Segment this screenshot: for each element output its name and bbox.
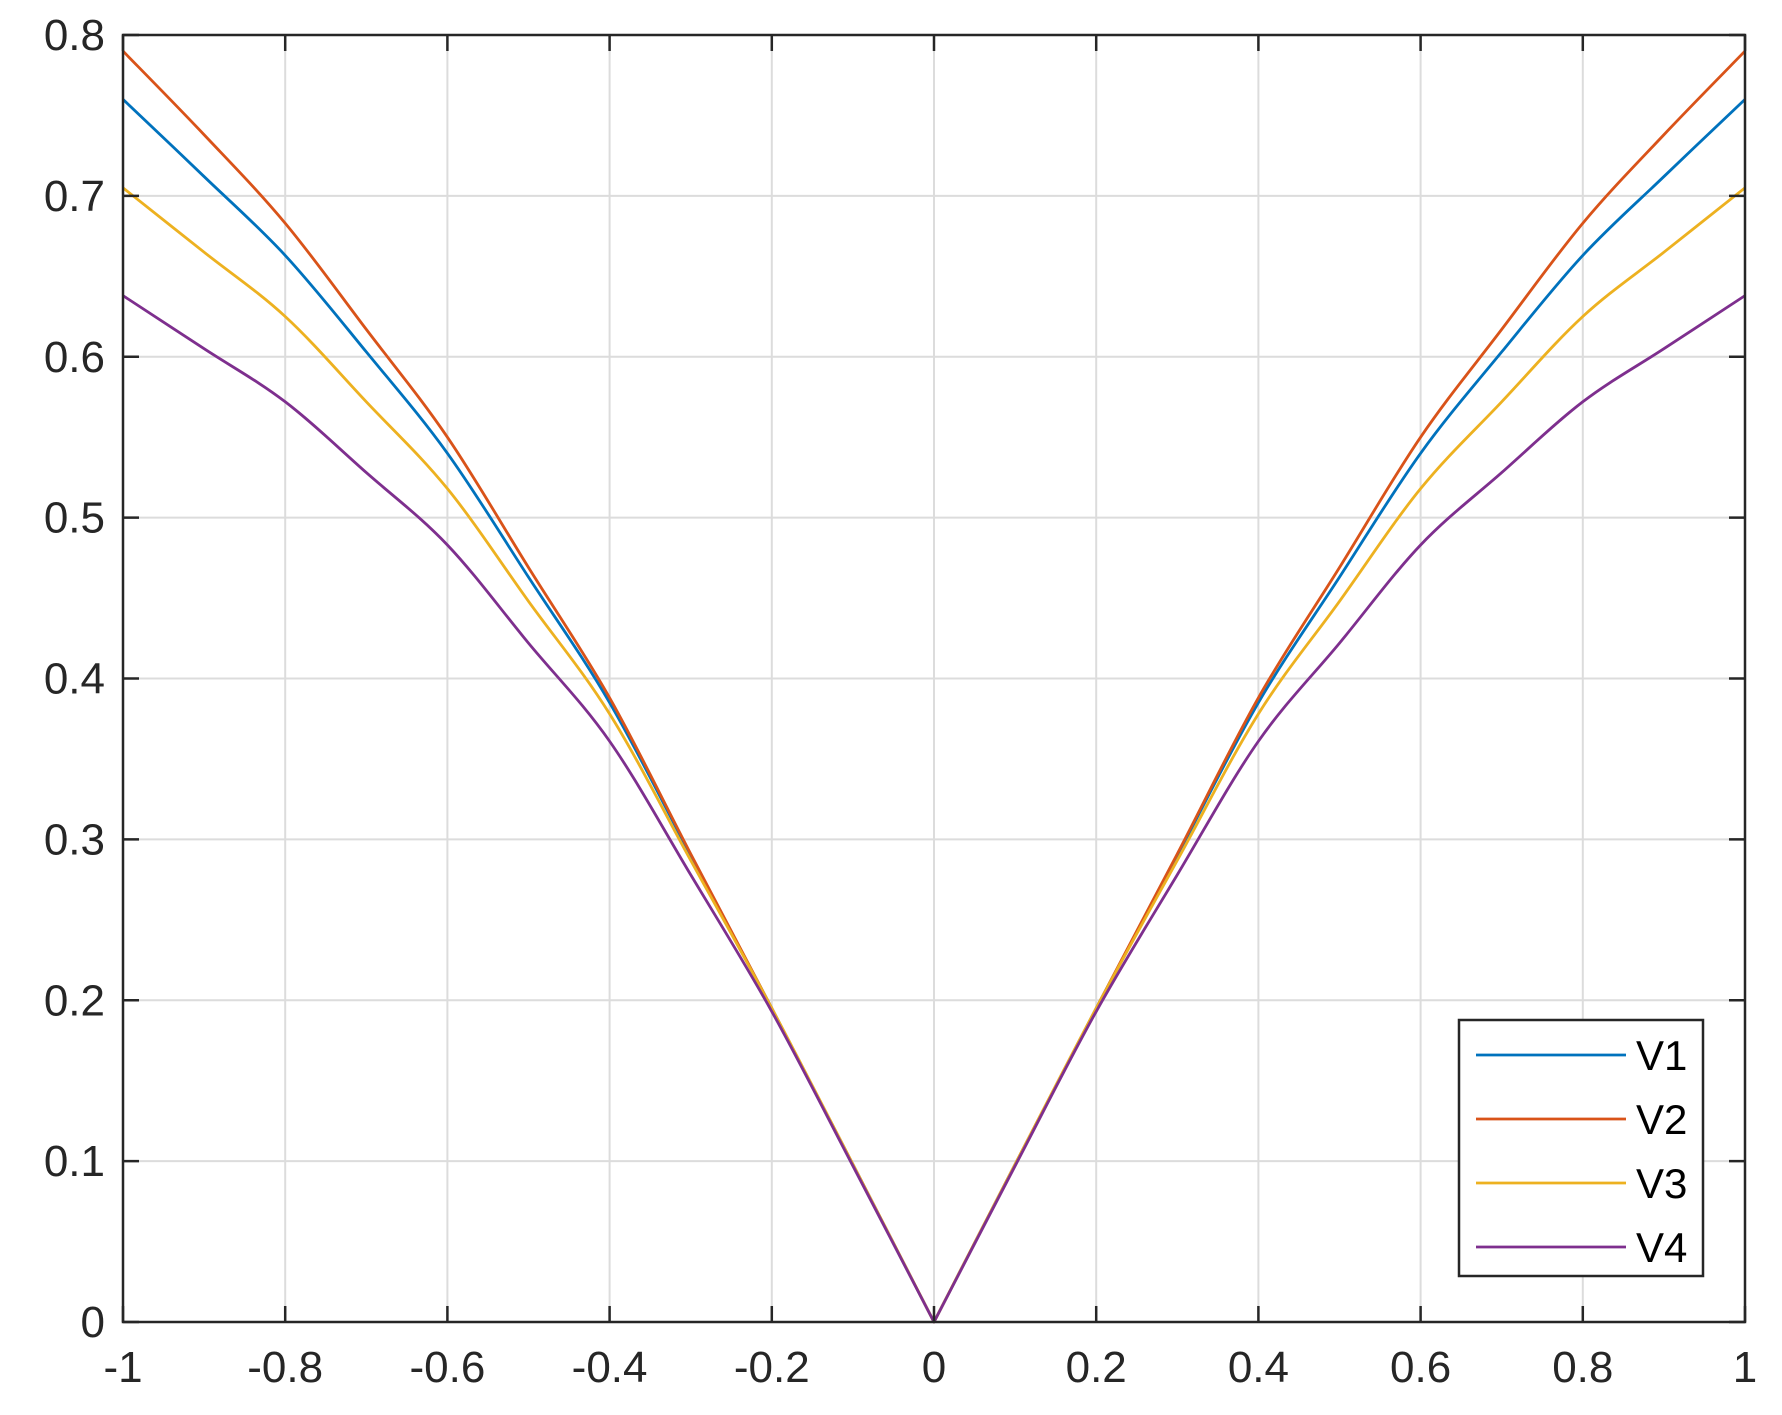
x-tick-label: -0.6 bbox=[409, 1343, 485, 1392]
legend-label-v2: V2 bbox=[1636, 1096, 1687, 1143]
x-tick-label: 1 bbox=[1733, 1343, 1757, 1392]
legend-box bbox=[1457, 1018, 1705, 1278]
legend: V1 V2 V3 V4 bbox=[1457, 1018, 1705, 1278]
legend-label-v3: V3 bbox=[1636, 1160, 1687, 1207]
x-tick-label: 0.6 bbox=[1390, 1343, 1451, 1392]
y-tick-label: 0.1 bbox=[44, 1137, 105, 1186]
x-tick-label: -0.8 bbox=[247, 1343, 323, 1392]
y-tick-label: 0.3 bbox=[44, 815, 105, 864]
x-tick-label: -1 bbox=[103, 1343, 142, 1392]
y-tick-label: 0.5 bbox=[44, 494, 105, 543]
x-axis-tick-labels: -1 -0.8 -0.6 -0.4 -0.2 0 0.2 0.4 0.6 0.8 1 bbox=[103, 1343, 1757, 1392]
y-tick-label: 0.8 bbox=[44, 11, 105, 60]
x-tick-label: -0.2 bbox=[734, 1343, 810, 1392]
y-tick-label: 0 bbox=[81, 1298, 105, 1347]
x-tick-label: 0.2 bbox=[1066, 1343, 1127, 1392]
x-tick-label: 0.4 bbox=[1228, 1343, 1289, 1392]
legend-label-v4: V4 bbox=[1636, 1224, 1687, 1271]
x-tick-label: 0.8 bbox=[1552, 1343, 1613, 1392]
legend-label-v1: V1 bbox=[1636, 1032, 1687, 1079]
y-tick-label: 0.2 bbox=[44, 976, 105, 1025]
legend-entries: V1 V2 V3 V4 bbox=[1476, 1032, 1687, 1271]
tick-marks bbox=[121, 33, 1747, 1324]
x-tick-label: 0 bbox=[922, 1343, 946, 1392]
x-tick-label: -0.4 bbox=[572, 1343, 648, 1392]
y-tick-label: 0.4 bbox=[44, 655, 105, 704]
y-tick-label: 0.7 bbox=[44, 172, 105, 221]
y-axis-tick-labels: 0 0.1 0.2 0.3 0.4 0.5 0.6 0.7 0.8 bbox=[44, 11, 105, 1347]
y-tick-label: 0.6 bbox=[44, 333, 105, 382]
